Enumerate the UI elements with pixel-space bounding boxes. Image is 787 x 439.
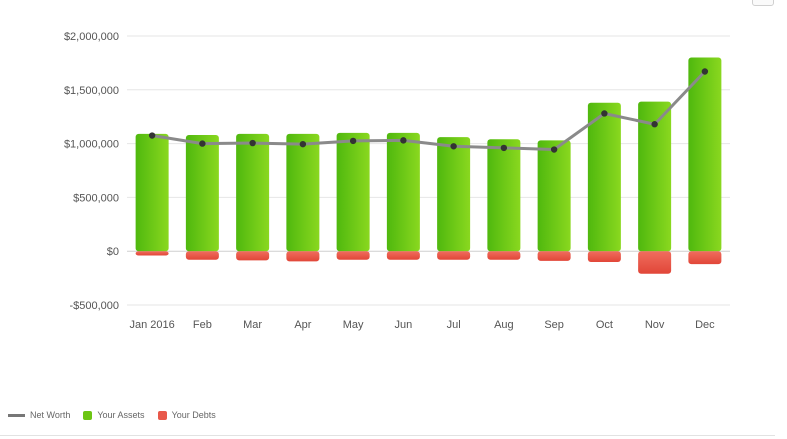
y-tick-label: $1,000,000 bbox=[64, 139, 119, 151]
net-worth-point bbox=[701, 68, 709, 75]
x-tick-label: Feb bbox=[193, 319, 212, 331]
debts-swatch bbox=[157, 410, 167, 420]
assets-bar bbox=[587, 102, 621, 252]
assets-bar bbox=[286, 133, 320, 252]
net-worth-point bbox=[601, 110, 608, 117]
debts-bar bbox=[286, 251, 320, 262]
x-tick-label: Mar bbox=[243, 319, 262, 331]
debts-bar bbox=[638, 251, 672, 274]
assets-bar bbox=[487, 139, 521, 252]
x-tick-label: Dec bbox=[695, 319, 715, 331]
assets-bar bbox=[437, 137, 471, 252]
net-worth-line bbox=[148, 68, 709, 153]
assets-bar bbox=[386, 132, 420, 252]
legend-label-assets: Your Assets bbox=[97, 410, 145, 420]
assets-bar bbox=[336, 132, 370, 252]
net-worth-point bbox=[450, 143, 457, 150]
debts-bar bbox=[537, 251, 571, 261]
debts-bar bbox=[386, 251, 420, 260]
assets-bar bbox=[135, 133, 169, 252]
net-worth-point bbox=[199, 140, 206, 147]
x-tick-label: Nov bbox=[645, 319, 665, 331]
debts-bar bbox=[185, 251, 219, 260]
net-worth-point bbox=[500, 144, 508, 152]
debts-bar bbox=[135, 251, 169, 256]
net-worth-chart: $2,000,000 $1,500,000 $1,000,000 $500,000 $0… bbox=[64, 31, 730, 331]
grid-lines bbox=[127, 35, 730, 306]
x-tick-label: Apr bbox=[294, 319, 311, 331]
y-tick-label: -$500,000 bbox=[69, 300, 119, 312]
legend-label-debts: Your Debts bbox=[171, 410, 216, 420]
debts-bar bbox=[688, 251, 722, 265]
y-tick-label: $0 bbox=[107, 246, 119, 258]
y-tick-label: $500,000 bbox=[73, 192, 119, 204]
debts-bar bbox=[336, 251, 370, 260]
x-tick-label: Jul bbox=[447, 319, 461, 331]
bars bbox=[135, 57, 722, 274]
debts-bar bbox=[487, 251, 521, 260]
x-axis: Jan 2016 Feb Mar Apr May Jun Jul Aug Sep Oct Nov De… bbox=[129, 319, 715, 331]
net-worth-point bbox=[249, 139, 256, 147]
legend-item-net-worth[interactable]: Net Worth bbox=[8, 410, 70, 420]
net-worth-point bbox=[349, 137, 357, 145]
x-tick-label: May bbox=[343, 319, 364, 331]
debts-bar bbox=[236, 251, 270, 261]
net-worth-line-path bbox=[151, 70, 706, 152]
x-tick-label: Jun bbox=[395, 319, 413, 331]
net-worth-point bbox=[651, 121, 658, 128]
legend-label-net-worth: Net Worth bbox=[30, 410, 71, 420]
assets-bar bbox=[236, 133, 270, 252]
net-worth-point bbox=[400, 137, 407, 144]
x-tick-label: Sep bbox=[544, 319, 564, 331]
debts-bar bbox=[437, 251, 471, 260]
legend: Net Worth Your Assets Your Debts bbox=[8, 410, 229, 420]
net-worth-point bbox=[299, 140, 307, 148]
assets-bar bbox=[638, 101, 672, 252]
assets-swatch bbox=[83, 410, 93, 420]
x-tick-label: Oct bbox=[596, 319, 613, 331]
legend-item-debts[interactable]: Your Debts bbox=[157, 410, 216, 420]
x-tick-label: Aug bbox=[494, 319, 514, 331]
y-tick-label: $1,500,000 bbox=[64, 85, 119, 97]
net-worth-swatch bbox=[8, 413, 25, 417]
net-worth-point bbox=[148, 132, 156, 139]
assets-bar bbox=[537, 140, 571, 252]
debts-bar bbox=[587, 251, 621, 262]
y-axis: $2,000,000 $1,500,000 $1,000,000 $500,000 $0… bbox=[64, 31, 119, 312]
y-tick-label: $2,000,000 bbox=[64, 31, 119, 43]
legend-item-assets[interactable]: Your Assets bbox=[83, 410, 145, 420]
bottom-divider bbox=[0, 435, 775, 436]
chart-menu-button[interactable] bbox=[752, 0, 774, 6]
assets-bar bbox=[688, 57, 722, 252]
assets-bar bbox=[185, 134, 219, 252]
net-worth-point bbox=[550, 146, 558, 153]
x-tick-label: Jan 2016 bbox=[129, 319, 174, 331]
